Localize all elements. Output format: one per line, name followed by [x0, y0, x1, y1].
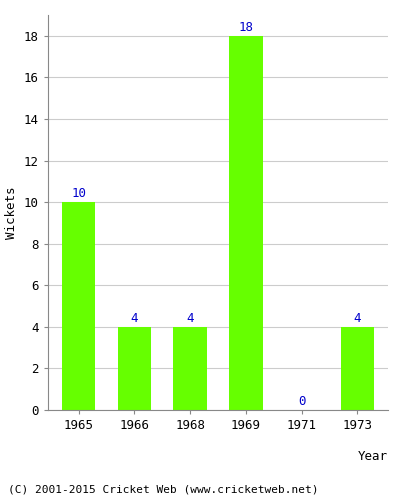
Text: 4: 4 [131, 312, 138, 325]
Bar [229, 36, 262, 410]
Text: 0: 0 [298, 395, 305, 408]
Bar [341, 327, 374, 410]
Text: 18: 18 [238, 20, 253, 34]
Text: 10: 10 [71, 187, 86, 200]
Bar [118, 327, 151, 410]
Bar [174, 327, 207, 410]
Text: Year: Year [358, 450, 388, 462]
Bar [62, 202, 95, 410]
Text: 4: 4 [186, 312, 194, 325]
Text: 4: 4 [354, 312, 361, 325]
Y-axis label: Wickets: Wickets [6, 186, 18, 239]
Text: (C) 2001-2015 Cricket Web (www.cricketweb.net): (C) 2001-2015 Cricket Web (www.cricketwe… [8, 485, 318, 495]
